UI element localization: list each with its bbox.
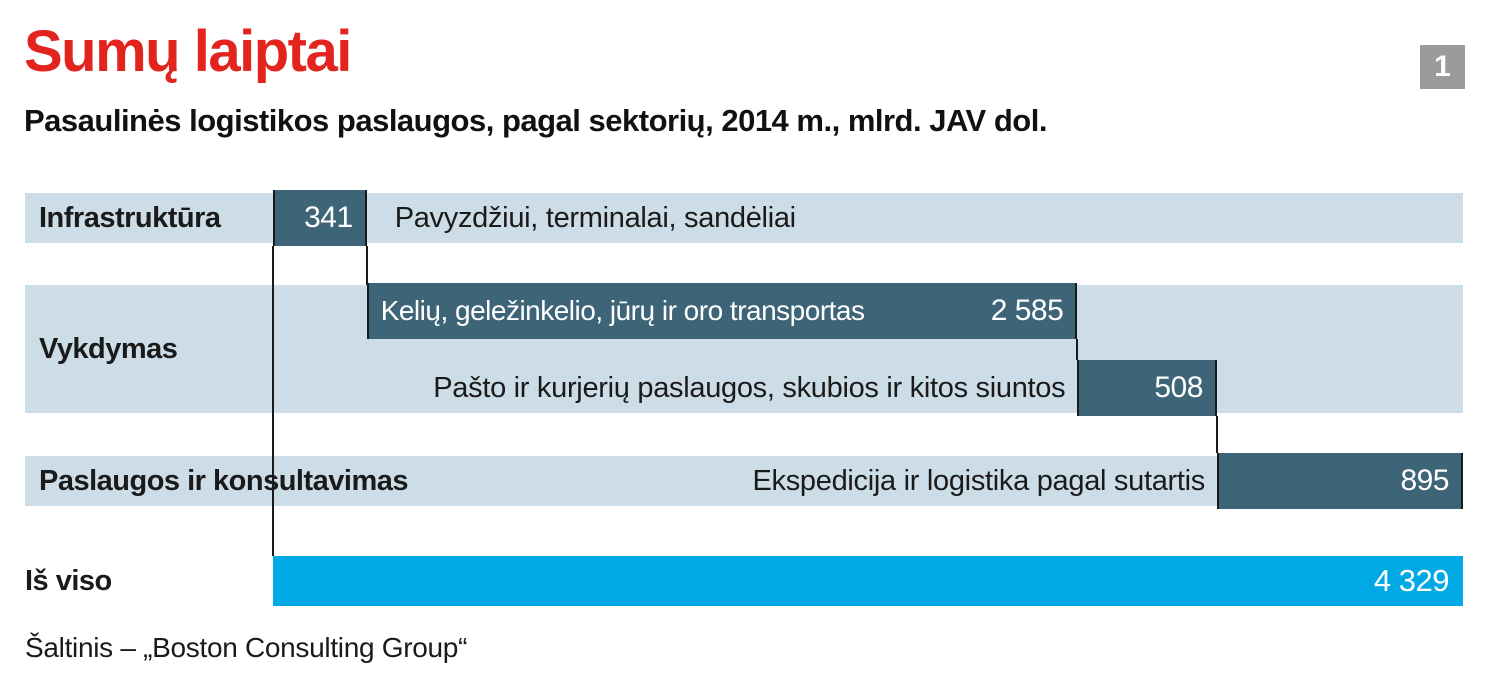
connector-line-step2 bbox=[1076, 339, 1079, 360]
row-band-infrastruktura: Infrastruktūra bbox=[25, 193, 1463, 243]
bar-total: 4 329 bbox=[273, 556, 1463, 606]
bar-description-pasto: Pašto ir kurjerių paslaugos, skubios ir … bbox=[433, 372, 1066, 404]
bar-label: Kelių, geležinkelio, jūrų ir oro transpo… bbox=[380, 295, 865, 326]
bar-description-infrastruktura: Pavyzdžiui, terminalai, sandėliai bbox=[394, 202, 796, 234]
bar-value: 341 bbox=[304, 201, 353, 234]
total-row-label: Iš viso bbox=[25, 565, 112, 597]
connector-line-step3 bbox=[1216, 416, 1218, 453]
bar-value: 508 bbox=[1154, 371, 1203, 404]
bar-description-ekspedicija: Ekspedicija ir logistika pagal sutartis bbox=[752, 465, 1205, 497]
row-label-vykdymas: Vykdymas bbox=[39, 333, 178, 365]
source-note: Šaltinis – „Boston Consulting Group“ bbox=[25, 632, 468, 663]
chart-title: Sumų laiptai bbox=[24, 19, 352, 84]
bar-pasto-kurjeriai: 508 bbox=[1077, 360, 1217, 416]
bar-transportas: Kelių, geležinkelio, jūrų ir oro transpo… bbox=[366, 283, 1078, 339]
row-label-infrastruktura: Infrastruktūra bbox=[39, 202, 221, 234]
bar-infrastruktura: 341 bbox=[273, 190, 367, 246]
chart-subtitle: Pasaulinės logistikos paslaugos, pagal s… bbox=[24, 103, 1047, 138]
connector-line-step1 bbox=[365, 246, 368, 285]
connector-line-left bbox=[272, 246, 274, 556]
row-label-paslaugos: Paslaugos ir konsultavimas bbox=[39, 465, 408, 497]
total-value: 4 329 bbox=[1373, 563, 1450, 598]
bar-value: 2 585 bbox=[990, 294, 1064, 327]
figure-number-badge: 1 bbox=[1420, 45, 1465, 89]
bar-ekspedicija: 895 bbox=[1217, 453, 1463, 509]
bar-value: 895 bbox=[1400, 464, 1449, 497]
